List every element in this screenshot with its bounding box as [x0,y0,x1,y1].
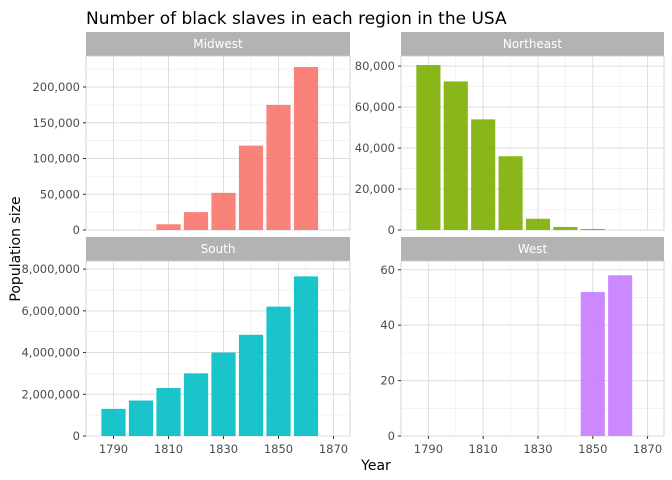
x-tick-label: 1870 [319,442,348,456]
facet-strip [86,237,350,261]
panels: Midwest 0 50,000 100,000 150,000 200,000 North… [21,32,665,456]
facet-label: Northeast [503,37,563,51]
panel-south: South 0 2,000,000 4,000,000 6,000,000 8,000,0… [21,237,351,456]
x-tick-label: 1830 [523,442,552,456]
y-tick-label: 40 [380,318,395,332]
y-tick-label: 60,000 [355,100,395,114]
y-tick-label: 50,000 [40,187,80,201]
bar-south-1850 [266,306,291,436]
x-tick-label: 1870 [633,442,662,456]
bar-northeast-1850 [580,228,605,230]
y-tick-label: 100,000 [32,152,80,166]
y-tick-label: 0 [388,429,395,443]
bar-northeast-1800 [443,81,468,231]
y-tick-label: 0 [73,429,80,443]
facet-label: Midwest [193,37,243,51]
y-tick-label: 20 [380,374,395,388]
bar-midwest-1850 [266,104,291,230]
bar-south-1820 [183,373,209,436]
x-tick-label: 1850 [578,442,607,456]
panel-northeast: Northeast 0 20,000 40,000 60,000 80,000 [355,32,665,237]
bar-midwest-1840 [238,145,264,230]
y-tick-label: 0 [388,223,395,237]
facet-label: South [201,242,236,256]
y-tick-label: 200,000 [32,80,80,94]
y-tick-label: 150,000 [32,116,80,130]
bar-south-1860 [293,276,319,436]
x-tick-label: 1810 [154,442,183,456]
bar-west-1860 [608,275,633,436]
bar-midwest-1820 [183,212,209,230]
bar-northeast-1840 [553,226,578,230]
x-tick-label: 1810 [469,442,498,456]
facet-label: West [518,242,548,256]
facet-strip [401,32,664,56]
bar-northeast-1790 [416,65,441,230]
y-tick-label: 6,000,000 [21,304,80,318]
y-axis-title: Population size [8,196,24,301]
bar-west-1850 [580,291,605,436]
x-tick-label: 1850 [264,442,293,456]
chart-title: Number of black slaves in each region in… [86,9,507,29]
y-tick-label: 4,000,000 [21,346,80,360]
y-tick-label: 0 [73,223,80,237]
y-tick-label: 40,000 [355,141,395,155]
x-tick-label: 1790 [414,442,443,456]
y-tick-label: 60 [380,263,395,277]
bar-midwest-1830 [211,192,236,230]
bar-south-1830 [211,352,236,436]
bar-south-1810 [156,388,181,436]
x-tick-label: 1790 [99,442,128,456]
x-axis-title: Year [360,458,391,474]
y-tick-label: 8,000,000 [21,262,80,276]
facet-strip [401,237,664,261]
bar-south-1800 [128,400,154,436]
x-tick-label: 1830 [209,442,238,456]
bar-northeast-1810 [471,119,496,230]
facet-strip [86,32,350,56]
bar-northeast-1830 [525,218,551,230]
bar-northeast-1820 [498,156,523,230]
panel-midwest: Midwest 0 50,000 100,000 150,000 200,000 [32,32,351,237]
bar-south-1790 [101,408,126,436]
y-tick-label: 80,000 [355,59,395,73]
bar-south-1840 [238,334,264,436]
panel-west: West 0 20 40 60 1790 1810 1830 1850 1870 [380,237,665,456]
y-tick-label: 20,000 [355,182,395,196]
bar-midwest-1860 [293,67,319,230]
bar-midwest-1810 [156,224,181,230]
y-tick-label: 2,000,000 [21,387,80,401]
